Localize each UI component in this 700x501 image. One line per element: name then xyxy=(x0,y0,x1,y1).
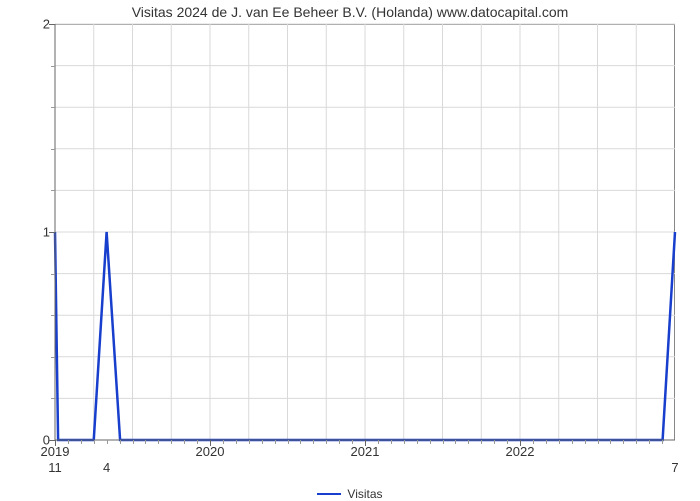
x-minor-tick xyxy=(275,440,276,444)
x-minor-tick xyxy=(145,440,146,444)
y-tick-mark xyxy=(49,232,55,233)
x-minor-tick xyxy=(546,440,547,444)
x-minor-tick xyxy=(378,440,379,444)
x-minor-tick xyxy=(133,440,134,444)
x-tick-mark xyxy=(520,440,521,446)
x-minor-tick xyxy=(68,440,69,444)
x-minor-tick xyxy=(481,440,482,444)
x-tick-mark xyxy=(210,440,211,446)
y-minor-tick xyxy=(51,315,55,316)
x-minor-tick xyxy=(610,440,611,444)
x-minor-tick xyxy=(262,440,263,444)
x-minor-tick xyxy=(494,440,495,444)
x-minor-tick xyxy=(158,440,159,444)
legend: Visitas xyxy=(0,482,700,501)
x-minor-tick xyxy=(430,440,431,444)
x-minor-tick xyxy=(572,440,573,444)
y-minor-tick xyxy=(51,357,55,358)
x-minor-tick xyxy=(598,440,599,444)
x-tick-label: 2019 xyxy=(41,444,70,459)
y-tick-label: 1 xyxy=(30,225,50,240)
y-minor-tick xyxy=(51,190,55,191)
y-minor-tick xyxy=(51,398,55,399)
x-minor-tick xyxy=(313,440,314,444)
x-minor-tick xyxy=(533,440,534,444)
data-point-label: 7 xyxy=(671,460,678,475)
x-minor-tick xyxy=(455,440,456,444)
x-minor-tick xyxy=(326,440,327,444)
x-minor-tick xyxy=(288,440,289,444)
x-minor-tick xyxy=(507,440,508,444)
x-minor-tick xyxy=(107,440,108,444)
chart-container: Visitas 2024 de J. van Ee Beheer B.V. (H… xyxy=(0,0,700,500)
x-minor-tick xyxy=(249,440,250,444)
x-minor-tick xyxy=(649,440,650,444)
x-minor-tick xyxy=(404,440,405,444)
x-minor-tick xyxy=(184,440,185,444)
x-minor-tick xyxy=(623,440,624,444)
x-minor-tick xyxy=(171,440,172,444)
chart-title: Visitas 2024 de J. van Ee Beheer B.V. (H… xyxy=(0,4,700,20)
x-tick-label: 2022 xyxy=(506,444,535,459)
x-minor-tick xyxy=(585,440,586,444)
x-minor-tick xyxy=(339,440,340,444)
x-tick-label: 2021 xyxy=(351,444,380,459)
y-tick-label: 2 xyxy=(30,17,50,32)
legend-item: Visitas xyxy=(317,487,382,501)
x-minor-tick xyxy=(81,440,82,444)
y-minor-tick xyxy=(51,274,55,275)
x-minor-tick xyxy=(443,440,444,444)
x-minor-tick xyxy=(300,440,301,444)
y-tick-mark xyxy=(49,24,55,25)
x-minor-tick xyxy=(559,440,560,444)
legend-label: Visitas xyxy=(347,487,382,501)
chart-svg xyxy=(55,24,675,440)
y-minor-tick xyxy=(51,149,55,150)
x-minor-tick xyxy=(417,440,418,444)
x-minor-tick xyxy=(352,440,353,444)
x-minor-tick xyxy=(636,440,637,444)
x-minor-tick xyxy=(223,440,224,444)
x-minor-tick xyxy=(94,440,95,444)
x-minor-tick xyxy=(391,440,392,444)
x-minor-tick xyxy=(468,440,469,444)
x-minor-tick xyxy=(120,440,121,444)
x-tick-mark xyxy=(365,440,366,446)
x-minor-tick xyxy=(236,440,237,444)
x-tick-mark xyxy=(55,440,56,446)
x-tick-label: 2020 xyxy=(196,444,225,459)
y-minor-tick xyxy=(51,66,55,67)
x-minor-tick xyxy=(197,440,198,444)
x-minor-tick xyxy=(662,440,663,444)
y-minor-tick xyxy=(51,107,55,108)
legend-swatch xyxy=(317,493,341,496)
data-point-label: 11 xyxy=(48,460,62,475)
data-point-label: 4 xyxy=(103,460,110,475)
